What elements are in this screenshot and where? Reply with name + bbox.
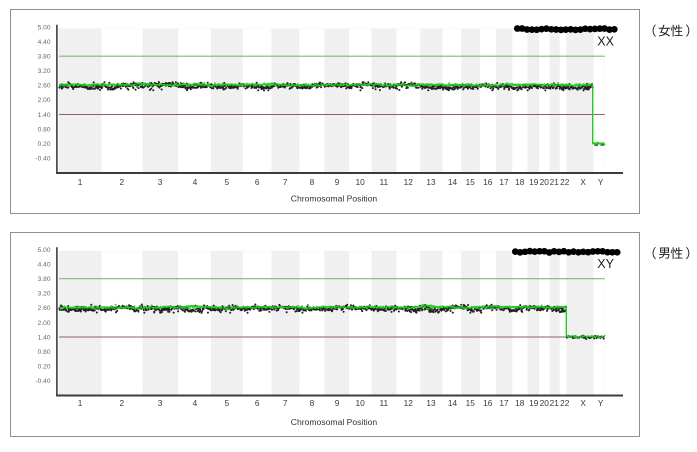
svg-text:21: 21	[550, 398, 560, 408]
svg-text:18: 18	[515, 398, 525, 408]
svg-text:XX: XX	[597, 35, 614, 49]
svg-text:14: 14	[448, 398, 458, 408]
svg-text:14: 14	[448, 177, 458, 187]
svg-text:4: 4	[193, 177, 198, 187]
svg-text:20: 20	[540, 398, 550, 408]
svg-text:3.80: 3.80	[38, 276, 51, 283]
svg-text:3: 3	[158, 398, 163, 408]
svg-text:7: 7	[283, 177, 288, 187]
svg-text:15: 15	[466, 177, 476, 187]
svg-text:4.40: 4.40	[38, 39, 51, 46]
svg-text:2: 2	[119, 177, 124, 187]
svg-text:22: 22	[560, 398, 570, 408]
svg-text:2.60: 2.60	[38, 305, 51, 312]
svg-text:3: 3	[158, 177, 163, 187]
svg-text:0.80: 0.80	[38, 349, 51, 356]
svg-text:2.00: 2.00	[38, 320, 51, 327]
svg-text:7: 7	[283, 398, 288, 408]
svg-text:3.80: 3.80	[38, 54, 51, 61]
svg-text:12: 12	[404, 177, 414, 187]
svg-text:Y: Y	[598, 177, 604, 187]
svg-text:XY: XY	[597, 257, 614, 271]
svg-text:16: 16	[483, 398, 493, 408]
svg-text:13: 13	[426, 177, 436, 187]
svg-text:1: 1	[78, 177, 83, 187]
svg-text:15: 15	[466, 398, 476, 408]
svg-text:-0.40: -0.40	[35, 156, 50, 163]
svg-text:0.80: 0.80	[38, 126, 51, 133]
svg-text:6: 6	[255, 398, 260, 408]
svg-text:3.20: 3.20	[38, 68, 51, 75]
svg-text:18: 18	[515, 177, 525, 187]
svg-text:9: 9	[335, 177, 340, 187]
svg-text:12: 12	[404, 398, 414, 408]
svg-text:5.00: 5.00	[38, 24, 51, 31]
svg-text:2: 2	[119, 398, 124, 408]
svg-text:20: 20	[540, 177, 550, 187]
svg-text:11: 11	[379, 398, 388, 408]
svg-text:8: 8	[310, 398, 315, 408]
svg-text:19: 19	[529, 177, 539, 187]
svg-text:5: 5	[224, 398, 229, 408]
svg-text:4.40: 4.40	[38, 261, 51, 268]
svg-text:17: 17	[499, 398, 509, 408]
svg-text:Chromosomal Position: Chromosomal Position	[291, 417, 378, 427]
svg-text:1: 1	[78, 398, 83, 408]
svg-text:16: 16	[483, 177, 493, 187]
svg-text:11: 11	[379, 177, 388, 187]
svg-text:21: 21	[550, 177, 560, 187]
svg-text:4: 4	[193, 398, 198, 408]
svg-text:9: 9	[335, 398, 340, 408]
svg-text:1.40: 1.40	[38, 112, 51, 119]
svg-text:2.60: 2.60	[38, 83, 51, 90]
svg-text:6: 6	[255, 177, 260, 187]
svg-text:Chromosomal Position: Chromosomal Position	[291, 194, 378, 204]
svg-text:X: X	[580, 177, 586, 187]
svg-text:17: 17	[499, 177, 509, 187]
svg-text:0.20: 0.20	[38, 364, 51, 371]
svg-text:3.20: 3.20	[38, 291, 51, 298]
svg-text:-0.40: -0.40	[35, 378, 50, 385]
svg-text:10: 10	[355, 177, 365, 187]
svg-text:X: X	[580, 398, 586, 408]
svg-text:8: 8	[310, 177, 315, 187]
svg-text:1.40: 1.40	[38, 334, 51, 341]
svg-text:5.00: 5.00	[38, 247, 51, 254]
svg-text:19: 19	[529, 398, 539, 408]
svg-text:13: 13	[426, 398, 436, 408]
svg-text:0.20: 0.20	[38, 141, 51, 148]
svg-text:10: 10	[355, 398, 365, 408]
svg-text:2.00: 2.00	[38, 97, 51, 104]
svg-text:22: 22	[560, 177, 570, 187]
svg-text:Y: Y	[598, 398, 604, 408]
svg-text:5: 5	[224, 177, 229, 187]
